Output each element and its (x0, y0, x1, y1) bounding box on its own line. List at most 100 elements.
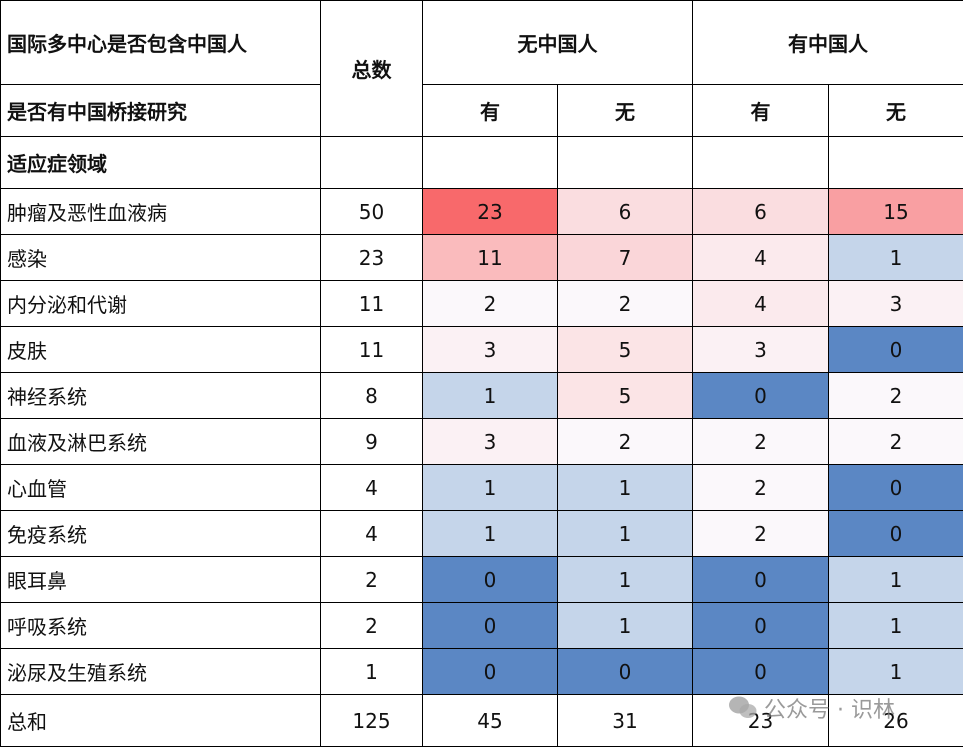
indication-name: 血液及淋巴系统 (0, 418, 321, 465)
heatmap-cell: 6 (692, 188, 829, 235)
group-no-chinese: 无中国人 (422, 0, 693, 85)
row1-label: 国际多中心是否包含中国人 (0, 0, 321, 85)
table-row: 心血管 4 1 1 2 0 (0, 464, 963, 511)
heatmap-cell: 5 (557, 372, 693, 419)
indication-name: 皮肤 (0, 326, 321, 373)
indication-name: 泌尿及生殖系统 (0, 648, 321, 695)
heatmap-cell: 1 (828, 234, 963, 281)
table-row: 皮肤 11 3 5 3 0 (0, 326, 963, 373)
sum-label: 总和 (0, 694, 321, 747)
empty-cell (557, 136, 693, 189)
indication-name: 内分泌和代谢 (0, 280, 321, 327)
heatmap-cell: 0 (692, 648, 829, 695)
indication-name: 免疫系统 (0, 510, 321, 557)
heatmap-cell: 0 (422, 602, 558, 649)
heatmap-cell: 15 (828, 188, 963, 235)
heatmap-cell: 3 (692, 326, 829, 373)
sum-total: 125 (320, 694, 423, 747)
heatmap-cell: 2 (557, 280, 693, 327)
row2-label: 是否有中国桥接研究 (0, 84, 321, 137)
heatmap-cell: 7 (557, 234, 693, 281)
total-cell: 11 (320, 280, 423, 327)
sum-row: 总和 125 45 31 23 26 (0, 694, 963, 747)
heatmap-cell: 2 (692, 510, 829, 557)
total-cell: 50 (320, 188, 423, 235)
indication-name: 眼耳鼻 (0, 556, 321, 603)
total-cell: 9 (320, 418, 423, 465)
heatmap-cell: 0 (557, 648, 693, 695)
heatmap-cell: 3 (422, 418, 558, 465)
sub-header: 无 (828, 84, 963, 137)
total-cell: 2 (320, 556, 423, 603)
total-cell: 4 (320, 510, 423, 557)
heatmap-cell: 0 (692, 602, 829, 649)
heatmap-cell: 0 (828, 464, 963, 511)
total-cell: 23 (320, 234, 423, 281)
row3-label: 适应症领域 (0, 136, 321, 189)
heatmap-cell: 1 (828, 602, 963, 649)
heatmap-cell: 2 (828, 418, 963, 465)
sub-header: 有 (692, 84, 829, 137)
table-row: 内分泌和代谢 11 2 2 4 3 (0, 280, 963, 327)
empty-cell (320, 136, 423, 189)
heatmap-cell: 2 (692, 418, 829, 465)
heatmap-cell: 5 (557, 326, 693, 373)
heatmap-cell: 1 (557, 602, 693, 649)
table-row: 神经系统 8 1 5 0 2 (0, 372, 963, 419)
heatmap-cell: 1 (557, 464, 693, 511)
heatmap-cell: 3 (828, 280, 963, 327)
sum-cell: 26 (828, 694, 963, 747)
heatmap-cell: 23 (422, 188, 558, 235)
heatmap-cell: 2 (692, 464, 829, 511)
heatmap-cell: 1 (557, 510, 693, 557)
indication-name: 感染 (0, 234, 321, 281)
table-row: 泌尿及生殖系统 1 0 0 0 1 (0, 648, 963, 695)
total-header: 总数 (320, 0, 423, 137)
heatmap-cell: 1 (828, 648, 963, 695)
heatmap-cell: 2 (557, 418, 693, 465)
total-cell: 2 (320, 602, 423, 649)
heatmap-cell: 1 (828, 556, 963, 603)
heatmap-cell: 1 (422, 464, 558, 511)
indication-name: 神经系统 (0, 372, 321, 419)
heatmap-cell: 0 (828, 326, 963, 373)
empty-cell (828, 136, 963, 189)
total-cell: 4 (320, 464, 423, 511)
heatmap-cell: 1 (557, 556, 693, 603)
heatmap-cell: 1 (422, 372, 558, 419)
heatmap-cell: 1 (422, 510, 558, 557)
sum-cell: 45 (422, 694, 558, 747)
heatmap-cell: 11 (422, 234, 558, 281)
indication-name: 呼吸系统 (0, 602, 321, 649)
sub-header: 无 (557, 84, 693, 137)
sum-cell: 31 (557, 694, 693, 747)
heatmap-cell: 3 (422, 326, 558, 373)
heatmap-cell: 0 (422, 556, 558, 603)
heatmap-cell: 0 (692, 556, 829, 603)
table-row: 呼吸系统 2 0 1 0 1 (0, 602, 963, 649)
heatmap-cell: 4 (692, 234, 829, 281)
indication-name: 心血管 (0, 464, 321, 511)
heatmap-cell: 4 (692, 280, 829, 327)
table-row: 感染 23 11 7 4 1 (0, 234, 963, 281)
heatmap-cell: 0 (828, 510, 963, 557)
total-cell: 8 (320, 372, 423, 419)
heatmap-cell: 2 (828, 372, 963, 419)
heatmap-cell: 0 (692, 372, 829, 419)
total-cell: 1 (320, 648, 423, 695)
sub-header: 有 (422, 84, 558, 137)
table-row: 免疫系统 4 1 1 2 0 (0, 510, 963, 557)
table-row: 眼耳鼻 2 0 1 0 1 (0, 556, 963, 603)
indication-name: 肿瘤及恶性血液病 (0, 188, 321, 235)
heatmap-cell: 6 (557, 188, 693, 235)
table-row: 肿瘤及恶性血液病 50 23 6 6 15 (0, 188, 963, 235)
table-row: 血液及淋巴系统 9 3 2 2 2 (0, 418, 963, 465)
sum-cell: 23 (692, 694, 829, 747)
group-with-chinese: 有中国人 (692, 0, 963, 85)
heatmap-cell: 2 (422, 280, 558, 327)
empty-cell (422, 136, 558, 189)
heatmap-cell: 0 (422, 648, 558, 695)
total-cell: 11 (320, 326, 423, 373)
empty-cell (692, 136, 829, 189)
